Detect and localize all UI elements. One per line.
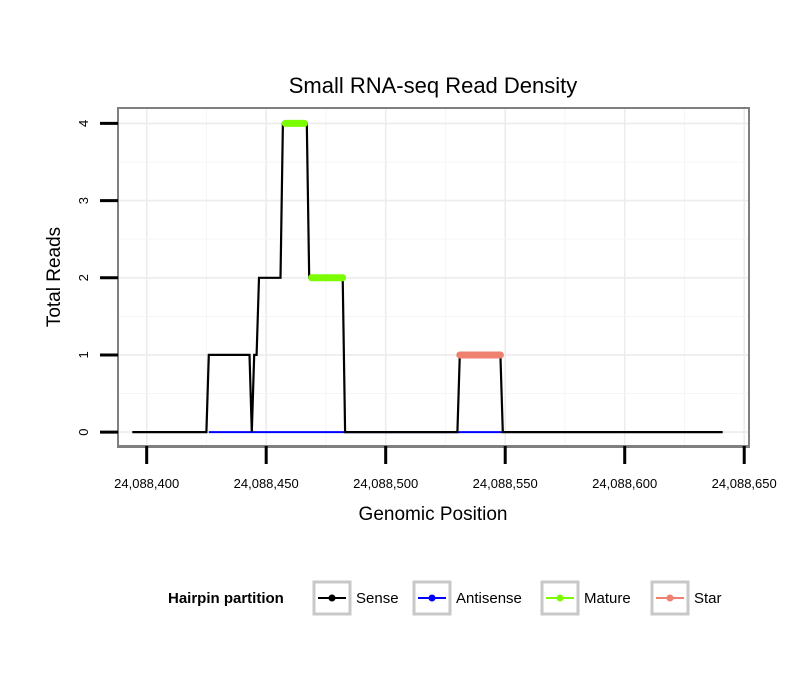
y-axis: 0 1 2 3 4 <box>76 120 118 436</box>
y-tick-label: 4 <box>76 120 91 127</box>
x-axis-title: Genomic Position <box>359 504 508 525</box>
legend-item-star: Star <box>650 580 722 616</box>
y-tick-label: 1 <box>76 351 91 358</box>
y-tick-label: 3 <box>76 197 91 204</box>
x-tick-label: 24,088,600 <box>592 476 657 491</box>
x-axis: 24,088,400 24,088,450 24,088,500 24,088,550… <box>114 446 777 491</box>
x-tick-label: 24,088,400 <box>114 476 179 491</box>
legend-key-point <box>428 594 436 602</box>
legend-key-point <box>556 594 564 602</box>
legend-key-point <box>328 594 336 602</box>
legend-label: Antisense <box>456 590 522 607</box>
grid-lines <box>118 108 749 446</box>
x-tick-label: 24,088,650 <box>712 476 777 491</box>
legend-label: Mature <box>584 590 631 607</box>
x-tick-label: 24,088,450 <box>234 476 299 491</box>
y-axis-title: Total Reads <box>44 227 65 327</box>
legend-label: Star <box>694 590 722 607</box>
legend-title: Hairpin partition <box>168 590 284 607</box>
legend-item-mature: Mature <box>540 580 631 616</box>
x-tick-label: 24,088,500 <box>353 476 418 491</box>
legend-item-antisense: Antisense <box>412 580 522 616</box>
legend: Hairpin partition Sense Antisense Mature St… <box>168 580 722 616</box>
legend-item-sense: Sense <box>312 580 399 616</box>
legend-label: Sense <box>356 590 399 607</box>
legend-key-point <box>666 594 674 602</box>
chart-title: Small RNA-seq Read Density <box>289 73 578 98</box>
y-tick-label: 2 <box>76 274 91 281</box>
series-layer <box>132 119 723 434</box>
y-tick-label: 0 <box>76 428 91 435</box>
x-tick-label: 24,088,550 <box>473 476 538 491</box>
